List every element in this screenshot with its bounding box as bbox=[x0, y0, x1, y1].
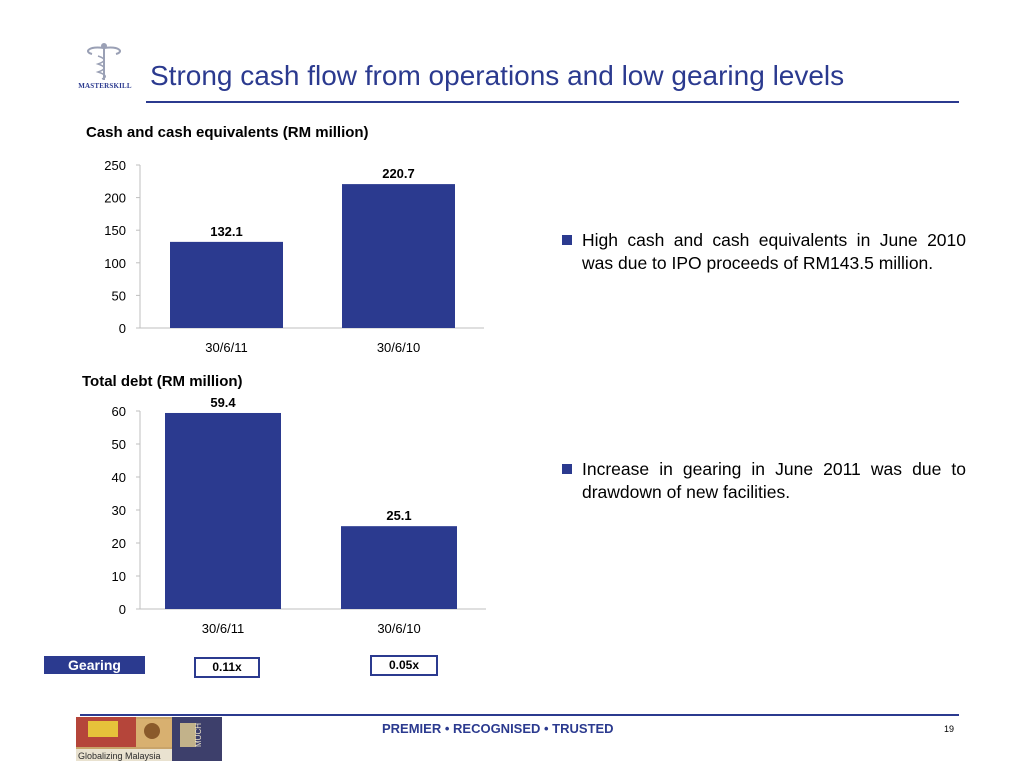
bullet-gearing: Increase in gearing in June 2011 was due… bbox=[562, 458, 966, 504]
gearing-label: Gearing bbox=[44, 656, 145, 674]
y-tick-label: 50 bbox=[112, 288, 126, 303]
bar-value-label: 220.7 bbox=[382, 166, 415, 181]
y-tick-label: 40 bbox=[112, 470, 126, 485]
category-label: 30/6/10 bbox=[377, 621, 420, 636]
cash-chart-title: Cash and cash equivalents (RM million) bbox=[86, 124, 369, 141]
y-tick-label: 0 bbox=[119, 321, 126, 336]
gearing-value-2010: 0.05x bbox=[370, 655, 438, 676]
category-label: 30/6/11 bbox=[202, 621, 244, 636]
bullet-cash-text: High cash and cash equivalents in June 2… bbox=[582, 230, 966, 273]
bullet-square-icon bbox=[562, 464, 572, 474]
bar bbox=[341, 526, 457, 609]
y-tick-label: 60 bbox=[112, 404, 126, 419]
y-tick-label: 0 bbox=[119, 602, 126, 617]
bullet-square-icon bbox=[562, 235, 572, 245]
masterskill-logo bbox=[78, 42, 130, 98]
bar bbox=[170, 241, 283, 328]
footer-brand-text: MUCH bbox=[194, 723, 203, 747]
y-tick-label: 20 bbox=[112, 536, 126, 551]
y-tick-label: 150 bbox=[104, 223, 126, 238]
debt-chart: 0 10 20 30 40 50 60 59.4 30/6/11 25.1 30/6/10 bbox=[112, 395, 486, 636]
page-number: 19 bbox=[944, 724, 955, 734]
bar-value-label: 132.1 bbox=[210, 224, 243, 239]
cash-chart: 0 50 100 150 200 250 132.1 30/6/11 220.7 30/6/10 bbox=[104, 158, 484, 355]
y-tick-label: 50 bbox=[112, 437, 126, 452]
bar-value-label: 59.4 bbox=[210, 395, 236, 410]
bullet-cash: High cash and cash equivalents in June 2… bbox=[562, 229, 966, 275]
y-tick-label: 200 bbox=[104, 191, 126, 206]
bar-value-label: 25.1 bbox=[386, 508, 411, 523]
slide-title: Strong cash flow from operations and low… bbox=[150, 60, 845, 91]
title-divider bbox=[146, 101, 959, 103]
bar bbox=[165, 412, 281, 609]
footer-banner-image: MUCH Globalizing Malaysia bbox=[76, 717, 222, 761]
gearing-value-2011: 0.11x bbox=[194, 657, 260, 678]
category-label: 30/6/11 bbox=[205, 340, 247, 355]
y-tick-label: 100 bbox=[104, 256, 126, 271]
bullet-gearing-text: Increase in gearing in June 2011 was due… bbox=[582, 459, 966, 502]
footer-caption: Globalizing Malaysia bbox=[78, 751, 161, 761]
y-tick-label: 30 bbox=[112, 503, 126, 518]
y-tick-label: 250 bbox=[104, 158, 126, 173]
bar bbox=[342, 184, 455, 328]
footer-tagline: PREMIER • RECOGNISED • TRUSTED bbox=[382, 721, 614, 736]
logo-text: MASTERSKILL bbox=[78, 82, 132, 90]
footer-divider bbox=[80, 714, 959, 716]
y-tick-label: 10 bbox=[112, 569, 126, 584]
category-label: 30/6/10 bbox=[377, 340, 420, 355]
caduceus-icon bbox=[87, 43, 121, 80]
debt-chart-title: Total debt (RM million) bbox=[82, 373, 243, 390]
